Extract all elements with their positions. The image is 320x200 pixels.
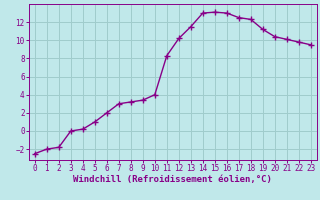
X-axis label: Windchill (Refroidissement éolien,°C): Windchill (Refroidissement éolien,°C)	[73, 175, 272, 184]
